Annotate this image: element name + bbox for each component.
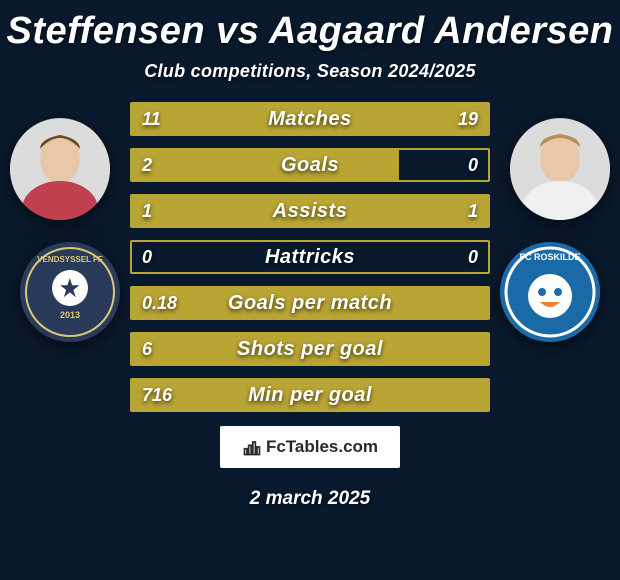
club-left-logo: 2013 VENDSYSSEL FF: [20, 242, 120, 342]
date: 2 march 2025: [0, 488, 620, 510]
stat-label: Matches: [132, 104, 488, 134]
page-title: Steffensen vs Aagaard Andersen: [0, 10, 620, 53]
stat-label: Goals: [132, 150, 488, 180]
club-right-logo: FC ROSKILDE: [500, 242, 600, 342]
stat-label: Min per goal: [132, 380, 488, 410]
stat-row: 20Goals: [130, 148, 490, 182]
stat-row: 11Assists: [130, 194, 490, 228]
subtitle: Club competitions, Season 2024/2025: [0, 61, 620, 82]
stat-label: Hattricks: [132, 242, 488, 272]
stat-row: 6Shots per goal: [130, 332, 490, 366]
player-right-avatar: [510, 118, 610, 220]
stat-row: 0.18Goals per match: [130, 286, 490, 320]
stat-label: Shots per goal: [132, 334, 488, 364]
svg-text:FC ROSKILDE: FC ROSKILDE: [519, 252, 580, 262]
stat-label: Assists: [132, 196, 488, 226]
stat-label: Goals per match: [132, 288, 488, 318]
stat-row: 1119Matches: [130, 102, 490, 136]
main-area: 2013 VENDSYSSEL FF FC ROSKILDE 1119Matche…: [0, 102, 620, 412]
svg-text:VENDSYSSEL FF: VENDSYSSEL FF: [37, 255, 103, 264]
comparison-card: Steffensen vs Aagaard Andersen Club comp…: [0, 0, 620, 580]
chart-icon: [242, 437, 262, 457]
stats-bars: 1119Matches 20Goals 11Assists 00Hattricks 0.…: [130, 102, 490, 412]
stat-row: 716Min per goal: [130, 378, 490, 412]
stat-row: 00Hattricks: [130, 240, 490, 274]
fctables-logo[interactable]: FcTables.com: [220, 426, 400, 468]
svg-text:2013: 2013: [60, 310, 80, 320]
player-left-avatar: [10, 118, 110, 220]
logo-text: FcTables.com: [266, 437, 378, 457]
